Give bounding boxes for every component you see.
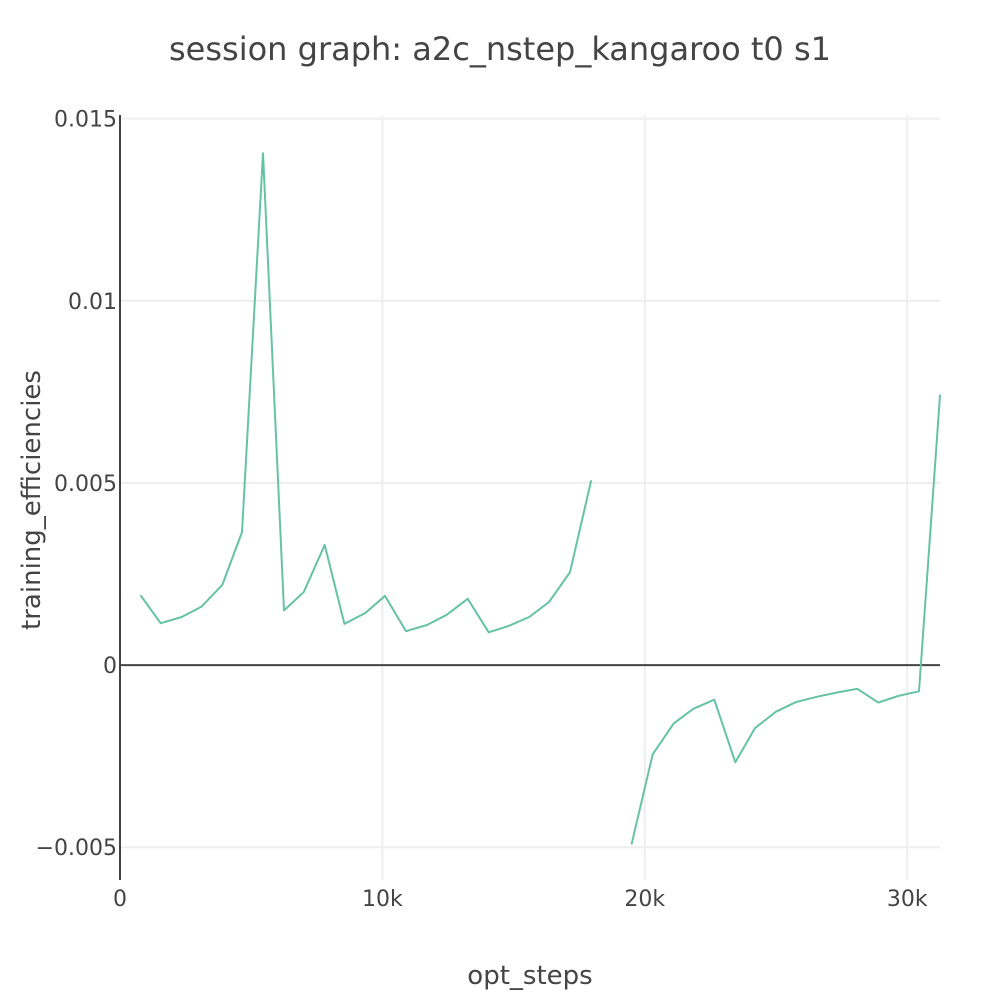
y-tick-label: 0 bbox=[103, 654, 117, 679]
chart-title: session graph: a2c_nstep_kangaroo t0 s1 bbox=[169, 30, 831, 68]
x-tick-label: 20k bbox=[624, 887, 665, 912]
grid bbox=[120, 115, 940, 880]
axes bbox=[119, 115, 940, 880]
y-tick-label: 0.015 bbox=[54, 108, 117, 133]
y-tick-label: 0.005 bbox=[54, 472, 117, 497]
tick-labels: 0 10k 20k 30k −0.005 0 0.005 0.01 0.015 bbox=[36, 108, 928, 912]
series-line-segment bbox=[630, 394, 941, 845]
x-tick-label: 30k bbox=[887, 887, 928, 912]
y-tick-label: −0.005 bbox=[36, 836, 117, 861]
x-axis-label: opt_steps bbox=[467, 961, 592, 991]
y-tick-label: 0.01 bbox=[68, 290, 117, 315]
series-line-segment bbox=[140, 152, 592, 634]
y-axis-label: training_efficiencies bbox=[17, 370, 47, 630]
x-tick-label: 10k bbox=[362, 887, 403, 912]
x-tick-label: 0 bbox=[113, 887, 127, 912]
series bbox=[140, 152, 941, 845]
